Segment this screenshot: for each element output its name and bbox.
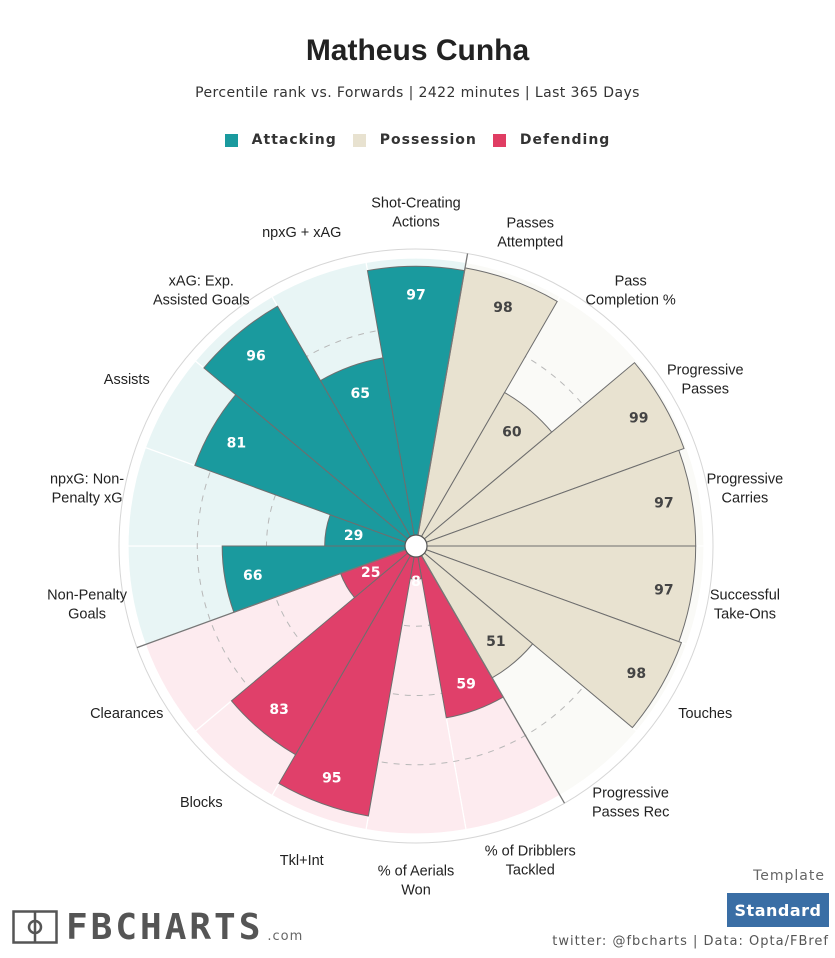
axis-label-line: Penalty xG [52,491,123,507]
axis-label-line: Clearances [90,706,163,722]
template-standard-button[interactable]: Standard [727,893,829,927]
brand-domain: .com [267,929,304,944]
value-label-7: 51 [486,634,505,650]
axis-label-line: Tackled [506,862,555,878]
axis-label-2: Pass Completion % [586,274,676,309]
axis-label-line: Goals [68,606,106,622]
legend-item-attacking: Attacking [224,132,337,148]
value-label-3: 99 [629,410,648,426]
axis-label-line: Non-Penalty [47,587,128,603]
axis-label-line: Touches [678,706,732,722]
axis-label-16: xAG: Exp. Assisted Goals [153,274,250,309]
value-label-1: 98 [493,300,512,316]
separator-8 [420,555,566,804]
axis-label-line: Passes Rec [592,804,669,820]
value-label-16: 96 [246,348,265,364]
separator-13 [136,549,406,649]
axis-label-6: Touches [678,706,732,722]
value-label-10: 95 [322,770,341,786]
brand-name: FBCHARTS [66,907,264,948]
axis-label-15: Assists [104,372,150,388]
axis-label-8: % of Dribblers Tackled [485,843,576,878]
legend-label-attacking: Attacking [251,132,337,148]
axis-label-line: Successful [710,587,780,603]
axis-label-10: Tkl+Int [280,853,324,869]
outer-ring [118,248,714,844]
axis-label-4: Progressive Carries [707,472,784,507]
legend-swatch-possession [352,133,366,147]
axis-label-0: Shot-Creating Actions [371,196,460,231]
axis-label-line: % of Dribblers [485,843,576,859]
axis-label-line: Won [401,883,431,899]
axis-label-line: Blocks [180,795,223,811]
chart-subtitle: Percentile rank vs. Forwards | 2422 minu… [195,85,640,101]
separator-1 [417,253,469,536]
axis-label-1: Passes Attempted [497,216,563,251]
axis-label-line: Progressive [707,472,784,488]
axis-label-line: npxG: Non- [50,472,124,488]
value-label-8: 59 [456,677,475,693]
legend-swatch-defending [492,133,506,147]
axis-label-line: Actions [392,215,440,231]
chart-title: Matheus Cunha [305,34,530,67]
legend-label-defending: Defending [519,132,611,148]
axis-label-line: npxG + xAG [262,225,341,241]
axis-label-line: Assisted Goals [153,293,250,309]
axis-label-7: Progressive Passes Rec [592,785,669,820]
template-label: Template [753,868,825,884]
center-hole [404,534,428,558]
axis-label-line: Shot-Creating [371,196,460,212]
credit-text: twitter: @fbcharts | Data: Opta/FBref [552,934,829,949]
axis-label-line: Assists [104,372,150,388]
value-label-15: 81 [227,435,246,451]
value-label-14: 29 [344,528,363,544]
legend-item-defending: Defending [492,132,611,148]
axis-label-line: Progressive [667,363,744,379]
fbcharts-logo: FBCHARTS .com [12,906,303,946]
axis-label-line: Tkl+Int [280,853,324,869]
axis-label-line: Passes [506,216,554,232]
legend-item-possession: Possession [352,132,477,148]
axis-label-9: % of Aerials Won [378,864,455,899]
legend-label-possession: Possession [379,132,477,148]
axis-label-line: Carries [722,491,769,507]
axis-label-11: Blocks [180,795,223,811]
value-label-0: 97 [406,287,425,303]
axis-label-17: npxG + xAG [262,225,341,241]
axis-label-5: Successful Take-Ons [710,587,780,622]
legend-swatch-attacking [224,133,238,147]
axis-label-line: Progressive [592,785,669,801]
axis-label-3: Progressive Passes [667,363,744,398]
value-label-11: 83 [269,702,288,718]
axis-label-line: Passes [681,382,729,398]
value-label-12: 25 [361,565,380,581]
axis-label-13: Non-Penalty Goals [47,587,128,622]
legend: Attacking Possession Defending [0,132,835,148]
pitch-icon [12,910,58,944]
value-label-17: 65 [350,386,369,402]
axis-label-line: xAG: Exp. [169,274,234,290]
value-label-6: 98 [627,666,646,682]
axis-label-line: % of Aerials [378,864,455,880]
axis-label-line: Pass [615,274,647,290]
axis-label-line: Attempted [497,235,563,251]
value-label-5: 97 [654,583,673,599]
axis-label-14: npxG: Non- Penalty xG [50,472,124,507]
axis-label-line: Completion % [586,293,676,309]
value-label-2: 60 [502,425,522,441]
axis-label-line: Take-Ons [714,606,776,622]
axis-label-12: Clearances [90,706,163,722]
value-label-13: 66 [243,568,262,584]
value-label-4: 97 [654,495,673,511]
value-label-9: 8 [411,574,421,590]
